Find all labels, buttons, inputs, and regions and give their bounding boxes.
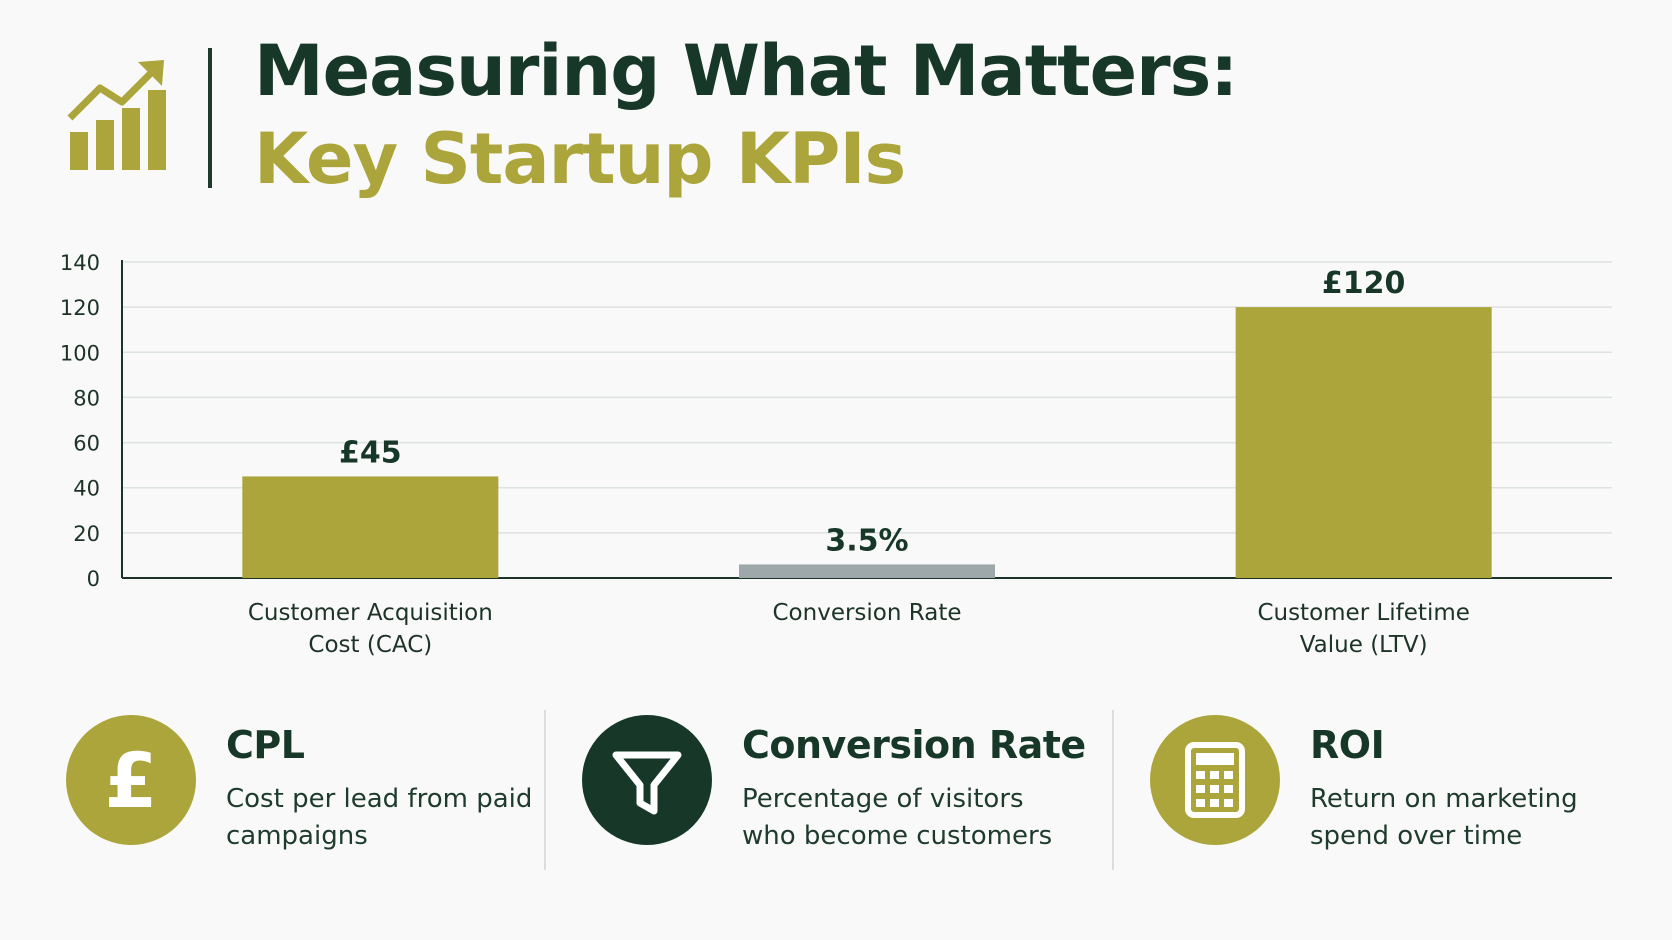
x-tick-label: Value (LTV) — [1300, 632, 1428, 658]
card-divider — [544, 710, 546, 870]
y-tick-label: 80 — [73, 386, 100, 410]
y-tick-label: 0 — [87, 567, 100, 591]
y-tick-label: 140 — [60, 251, 100, 275]
bar — [1235, 307, 1492, 578]
kpi-bar-chart: 0 20 40 60 80 100 120 140 £45 Customer Acquisitio… — [60, 251, 1612, 658]
page-title: Measuring What Matters: — [254, 30, 1238, 112]
card-title: Conversion Rate — [742, 723, 1086, 767]
bar — [242, 476, 499, 578]
x-tick-label: Customer Acquisition — [248, 600, 493, 626]
kpi-cards: £ CPL Cost per lead from paid campaigns … — [0, 705, 1672, 880]
card-icon-circle — [582, 715, 712, 845]
data-label: £45 — [339, 435, 402, 470]
calculator-icon — [1185, 742, 1245, 818]
x-tick-label: Cost (CAC) — [308, 632, 432, 658]
card-description: Return on marketing spend over time — [1310, 784, 1578, 851]
card-description: Cost per lead from paid campaigns — [226, 784, 533, 851]
card-title: CPL — [226, 723, 305, 767]
kpi-card-cpl: £ CPL Cost per lead from paid campaigns — [66, 705, 536, 875]
page-subtitle: Key Startup KPIs — [254, 118, 906, 200]
title-divider — [208, 48, 212, 188]
card-icon-circle — [1150, 715, 1280, 845]
bar — [739, 564, 995, 578]
growth-chart-icon — [67, 60, 166, 170]
kpi-card-roi: ROI Return on marketing spend over time — [1150, 705, 1620, 875]
svg-text:£: £ — [105, 736, 158, 825]
y-tick-label: 40 — [73, 477, 100, 501]
data-label: 3.5% — [825, 523, 908, 558]
card-description: Percentage of visitors who become custom… — [742, 784, 1053, 851]
x-tick-label: Conversion Rate — [773, 600, 962, 626]
data-label: £120 — [1322, 266, 1406, 301]
funnel-icon — [612, 751, 682, 815]
card-icon-circle: £ — [66, 715, 196, 845]
y-tick-label: 100 — [60, 341, 100, 365]
pound-icon: £ — [105, 736, 158, 825]
card-title: ROI — [1310, 723, 1385, 767]
y-tick-label: 120 — [60, 296, 100, 320]
y-tick-label: 20 — [73, 522, 100, 546]
x-tick-label: Customer Lifetime — [1257, 600, 1469, 626]
kpi-card-conversion-rate: Conversion Rate Percentage of visitors w… — [582, 705, 1086, 875]
card-divider — [1112, 710, 1114, 870]
header: Measuring What Matters: Key Startup KPIs — [0, 0, 1672, 220]
y-tick-label: 60 — [73, 432, 100, 456]
